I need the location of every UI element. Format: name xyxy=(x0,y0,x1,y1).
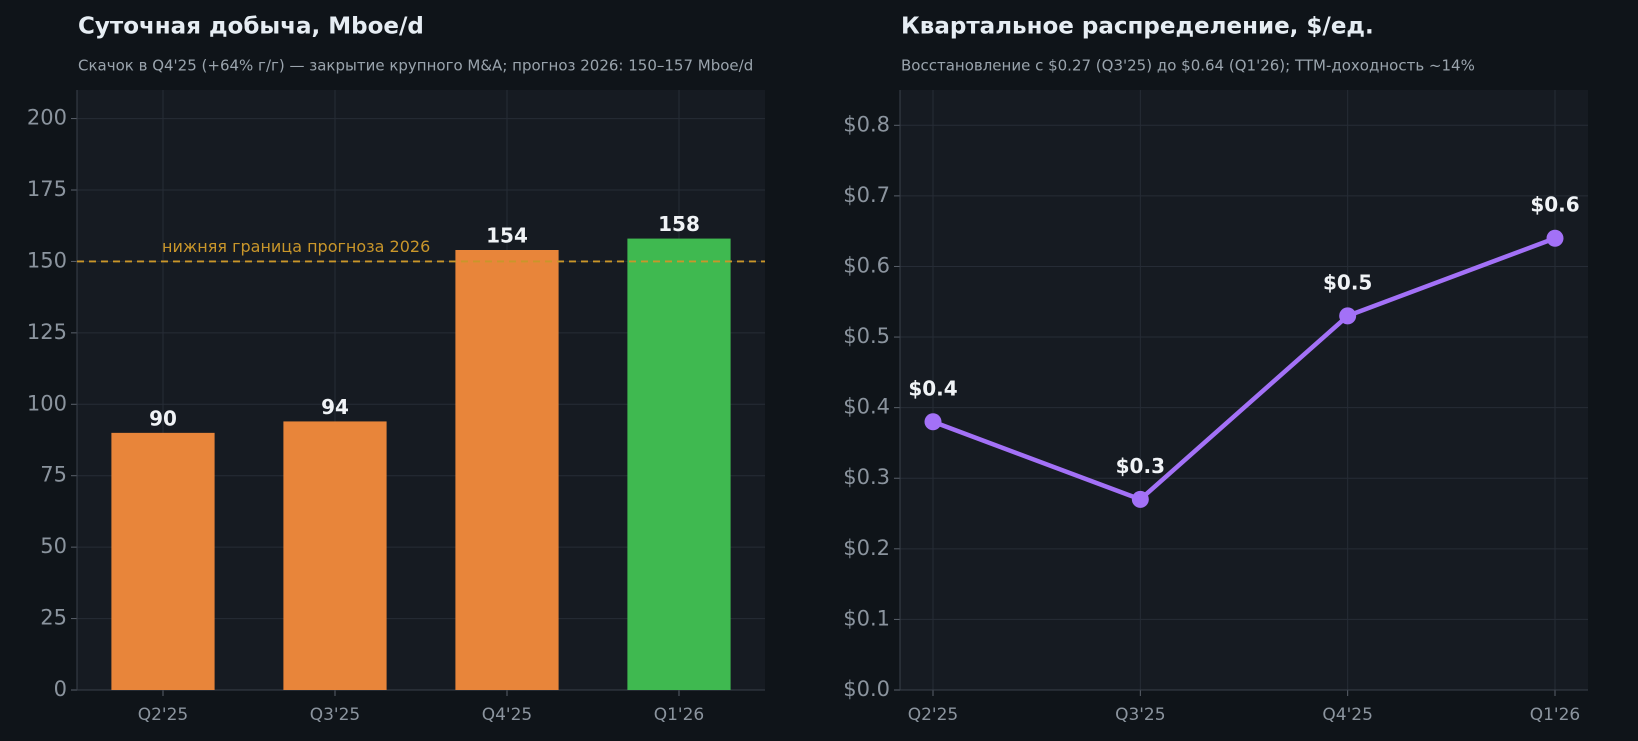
plot-area xyxy=(900,90,1588,690)
y-tick-label: 200 xyxy=(27,106,67,130)
chart-subtitle: Скачок в Q4'25 (+64% г/г) — закрытие кру… xyxy=(78,57,753,75)
bar xyxy=(111,432,215,690)
y-tick-label: $0.2 xyxy=(843,536,890,560)
point xyxy=(924,413,942,431)
y-tick-label: $0.7 xyxy=(843,183,890,207)
value-label: $0.3 xyxy=(1116,454,1165,478)
y-tick-label: 25 xyxy=(40,606,67,630)
y-tick-label: $0.5 xyxy=(843,324,890,348)
value-label: $0.4 xyxy=(908,376,957,400)
reference-label: нижняя граница прогноза 2026 xyxy=(162,237,430,256)
y-tick-label: 175 xyxy=(27,177,67,201)
y-tick-label: 50 xyxy=(40,534,67,558)
x-tick-label: Q1'26 xyxy=(1530,705,1581,725)
value-label: 154 xyxy=(486,224,528,248)
chart-subtitle: Восстановление с $0.27 (Q3'25) до $0.64 … xyxy=(901,57,1475,75)
bar xyxy=(627,238,731,691)
x-tick-label: Q4'25 xyxy=(482,705,533,725)
value-label: $0.6 xyxy=(1530,193,1579,217)
x-tick-label: Q2'25 xyxy=(138,705,189,725)
line xyxy=(932,236,1556,502)
bar xyxy=(455,250,559,690)
value-label: 158 xyxy=(658,212,700,236)
y-tick-label: $0.1 xyxy=(843,606,890,630)
chart-title: Квартальное распределение, $/ед. xyxy=(901,14,1374,40)
y-tick-label: 150 xyxy=(27,248,67,272)
y-tick-label: 125 xyxy=(27,320,67,344)
chart-title: Суточная добыча, Mboe/d xyxy=(78,14,424,40)
x-tick-label: Q3'25 xyxy=(1115,705,1166,725)
y-tick-label: 75 xyxy=(40,463,67,487)
y-tick-label: 100 xyxy=(27,391,67,415)
y-tick-label: $0.4 xyxy=(843,395,890,419)
value-label: 90 xyxy=(149,406,177,430)
y-tick-label: 0 xyxy=(54,677,67,701)
x-tick-label: Q3'25 xyxy=(310,705,361,725)
bar xyxy=(283,421,387,690)
x-tick-label: Q4'25 xyxy=(1322,705,1373,725)
point xyxy=(1339,307,1357,325)
x-tick-label: Q1'26 xyxy=(654,705,705,725)
point xyxy=(1546,229,1564,247)
point xyxy=(1131,490,1149,508)
y-tick-label: $0.6 xyxy=(843,253,890,277)
value-label: $0.5 xyxy=(1323,270,1372,294)
y-tick-label: $0.8 xyxy=(843,112,890,136)
x-tick-label: Q2'25 xyxy=(908,705,959,725)
value-label: 94 xyxy=(321,395,349,419)
y-tick-label: $0.3 xyxy=(843,465,890,489)
y-tick-label: $0.0 xyxy=(843,677,890,701)
